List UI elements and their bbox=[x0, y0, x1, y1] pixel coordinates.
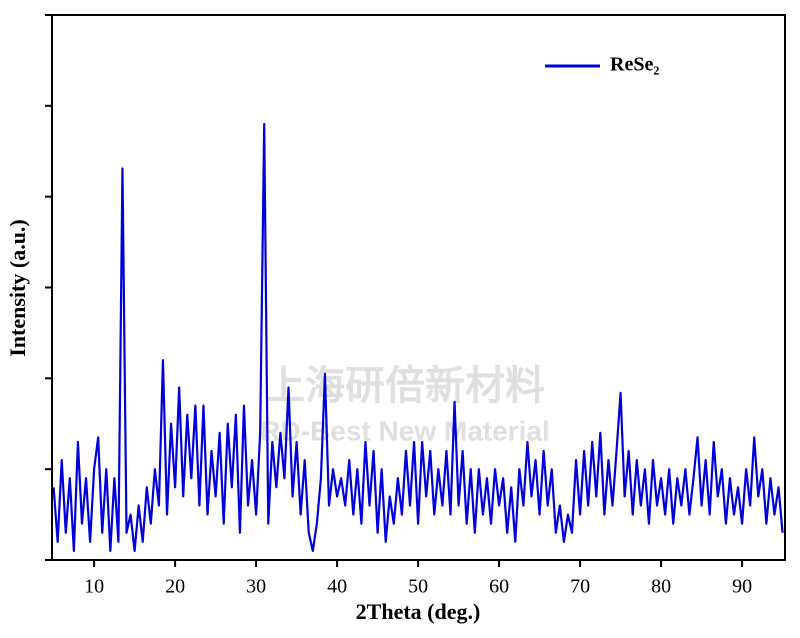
y-axis-title: Intensity (a.u.) bbox=[5, 219, 30, 357]
x-tick-label: 70 bbox=[570, 576, 590, 598]
x-tick-label: 40 bbox=[327, 576, 347, 598]
x-tick-label: 90 bbox=[732, 576, 752, 598]
x-axis-title: 2Theta (deg.) bbox=[356, 599, 481, 624]
legend-label: ReSe₂ bbox=[610, 54, 659, 76]
watermark: 上海研倍新材料 bbox=[265, 363, 545, 409]
x-tick-label: 50 bbox=[408, 576, 428, 598]
x-tick-label: 60 bbox=[489, 576, 509, 598]
x-tick-label: 30 bbox=[246, 576, 266, 598]
watermark: RD-Best New Material bbox=[260, 415, 549, 446]
plot-frame bbox=[51, 14, 786, 561]
x-tick-label: 20 bbox=[165, 576, 185, 598]
x-tick-label: 80 bbox=[651, 576, 671, 598]
plot-area bbox=[52, 122, 784, 553]
data-line bbox=[52, 122, 784, 553]
x-tick-label: 10 bbox=[84, 576, 104, 598]
